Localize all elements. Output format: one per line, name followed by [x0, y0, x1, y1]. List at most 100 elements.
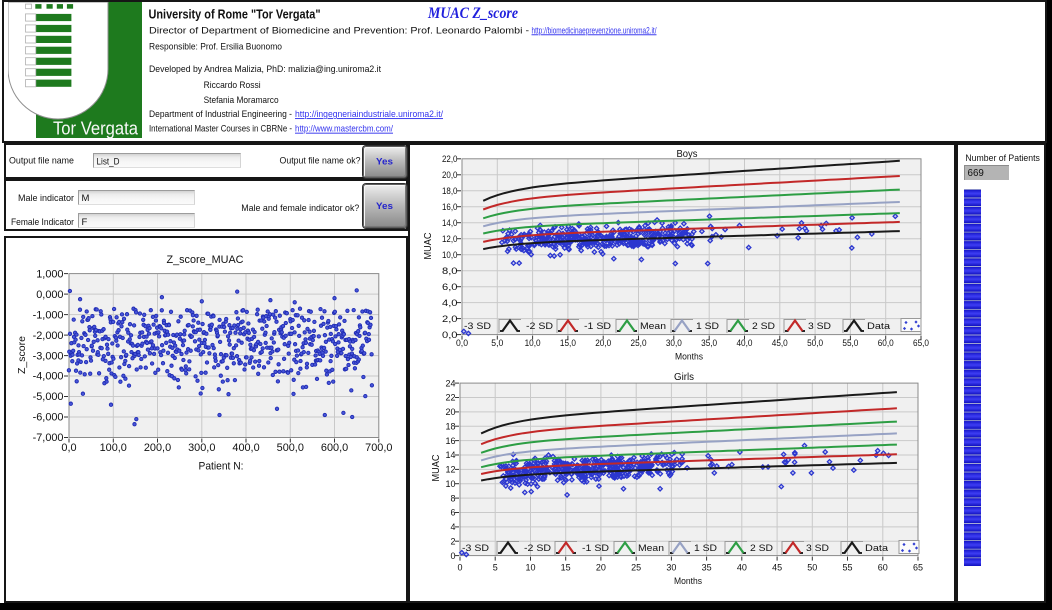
- svg-text:35: 35: [702, 563, 712, 573]
- svg-text:-6,000: -6,000: [33, 412, 64, 424]
- svg-text:8: 8: [450, 493, 455, 503]
- svg-text:Z_score_MUAC: Z_score_MUAC: [167, 254, 244, 266]
- svg-text:15,0: 15,0: [560, 338, 576, 348]
- svg-text:300,0: 300,0: [188, 442, 215, 454]
- svg-text:-3 SD: -3 SD: [462, 543, 489, 553]
- svg-text:400,0: 400,0: [232, 442, 259, 454]
- svg-text:University of Rome "Tor Vergat: University of Rome "Tor Vergata": [149, 6, 321, 21]
- svg-text:2 SD: 2 SD: [750, 543, 773, 553]
- svg-text:4: 4: [450, 522, 455, 532]
- svg-text:0,000: 0,000: [36, 289, 63, 301]
- svg-text:Director of Department of Biom: Director of Department of Biomedicine an…: [149, 25, 529, 36]
- svg-text:55: 55: [843, 563, 853, 573]
- svg-text:16: 16: [445, 436, 455, 446]
- svg-text:-1 SD: -1 SD: [584, 321, 611, 331]
- svg-text:0,0: 0,0: [456, 338, 468, 348]
- svg-text:50,0: 50,0: [807, 338, 823, 348]
- svg-text:List_D: List_D: [97, 157, 120, 168]
- svg-text:55,0: 55,0: [842, 338, 858, 348]
- svg-text:45: 45: [772, 563, 782, 573]
- svg-text:12,0: 12,0: [442, 234, 458, 244]
- svg-text:10,0: 10,0: [525, 338, 541, 348]
- svg-text:65: 65: [913, 563, 923, 573]
- svg-text:0: 0: [457, 563, 462, 573]
- svg-text:Z_score: Z_score: [16, 336, 28, 374]
- svg-text:-3 SD: -3 SD: [464, 321, 491, 331]
- svg-text:2: 2: [450, 536, 455, 546]
- svg-text:50: 50: [807, 563, 817, 573]
- svg-text:International Master Courses i: International Master Courses in CBRNe -: [149, 124, 292, 135]
- svg-text:24: 24: [445, 378, 455, 388]
- svg-text:700,0: 700,0: [365, 442, 392, 454]
- svg-text:Girls: Girls: [674, 372, 694, 383]
- svg-text:1 SD: 1 SD: [696, 321, 719, 331]
- svg-text:6,0: 6,0: [442, 282, 458, 292]
- svg-text:-2 SD: -2 SD: [524, 543, 551, 553]
- svg-text:Tor Vergata: Tor Vergata: [53, 118, 139, 139]
- svg-text:Riccardo Rossi: Riccardo Rossi: [204, 80, 261, 91]
- svg-text:25,0: 25,0: [631, 338, 647, 348]
- svg-text:14: 14: [445, 450, 455, 460]
- svg-text:600,0: 600,0: [321, 442, 348, 454]
- svg-text:20: 20: [596, 563, 606, 573]
- svg-text:3 SD: 3 SD: [808, 321, 831, 331]
- svg-text:10: 10: [525, 563, 535, 573]
- svg-text:Female Indicator: Female Indicator: [11, 217, 74, 228]
- svg-text:Data: Data: [865, 543, 889, 553]
- svg-text:Boys: Boys: [677, 149, 698, 160]
- svg-text:22: 22: [445, 393, 455, 403]
- svg-text:-5,000: -5,000: [33, 391, 64, 403]
- svg-text:2 SD: 2 SD: [752, 321, 775, 331]
- svg-text:6: 6: [450, 508, 455, 518]
- svg-text:20: 20: [445, 407, 455, 417]
- svg-text:30,0: 30,0: [666, 338, 682, 348]
- svg-text:-3,000: -3,000: [33, 350, 64, 362]
- svg-text:60: 60: [878, 563, 888, 573]
- svg-text:F: F: [82, 217, 88, 228]
- svg-text:-7,000: -7,000: [33, 432, 64, 444]
- svg-text:10: 10: [445, 479, 455, 489]
- svg-text:18,0: 18,0: [442, 186, 458, 196]
- svg-text:40,0: 40,0: [736, 338, 752, 348]
- svg-text:500,0: 500,0: [277, 442, 304, 454]
- svg-text:18: 18: [445, 421, 455, 431]
- svg-text:http://www.mastercbm.com/: http://www.mastercbm.com/: [295, 124, 393, 135]
- svg-text:MUAC Z_score: MUAC Z_score: [427, 5, 518, 22]
- svg-text:Months: Months: [674, 576, 702, 587]
- svg-text:Male indicator: Male indicator: [18, 193, 74, 204]
- svg-text:M: M: [82, 193, 90, 204]
- svg-text:-1,000: -1,000: [33, 309, 64, 321]
- svg-text:0: 0: [450, 551, 455, 561]
- svg-text:MUAC: MUAC: [431, 455, 442, 482]
- svg-text:100,0: 100,0: [100, 442, 127, 454]
- svg-text:22,0: 22,0: [442, 154, 458, 164]
- svg-text:Mean: Mean: [640, 321, 666, 331]
- svg-text:Responsible: Prof. Ersilia Buo: Responsible: Prof. Ersilia Buonomo: [149, 42, 282, 53]
- svg-text:-4,000: -4,000: [33, 371, 64, 383]
- svg-text:1,000: 1,000: [36, 268, 63, 280]
- svg-text:http://ingegneriaindustriale.u: http://ingegneriaindustriale.uniroma2.it…: [295, 109, 443, 120]
- svg-text:-2 SD: -2 SD: [526, 321, 553, 331]
- svg-text:Male and female indicator ok?: Male and female indicator ok?: [241, 203, 359, 214]
- svg-text:200,0: 200,0: [144, 442, 171, 454]
- svg-text:Stefania Moramarco: Stefania Moramarco: [204, 95, 279, 106]
- svg-text:-1 SD: -1 SD: [582, 543, 609, 553]
- svg-text:20,0: 20,0: [442, 170, 458, 180]
- svg-text:25: 25: [631, 563, 641, 573]
- svg-text:MUAC: MUAC: [423, 233, 434, 260]
- svg-text:65,0: 65,0: [913, 338, 929, 348]
- svg-text:15: 15: [561, 563, 571, 573]
- svg-text:Number of Patients: Number of Patients: [965, 153, 1040, 164]
- svg-text:35,0: 35,0: [701, 338, 717, 348]
- svg-text:60,0: 60,0: [878, 338, 894, 348]
- svg-text:16,0: 16,0: [442, 202, 458, 212]
- svg-text:12: 12: [445, 465, 455, 475]
- svg-text:Yes: Yes: [376, 201, 393, 212]
- svg-text:Data: Data: [867, 321, 891, 331]
- svg-text:40: 40: [737, 563, 747, 573]
- svg-text:Output file name ok?: Output file name ok?: [280, 156, 361, 167]
- svg-text:Output file name: Output file name: [9, 156, 74, 167]
- svg-text:20,0: 20,0: [595, 338, 611, 348]
- svg-text:14,0: 14,0: [442, 218, 458, 228]
- svg-text:5: 5: [493, 563, 498, 573]
